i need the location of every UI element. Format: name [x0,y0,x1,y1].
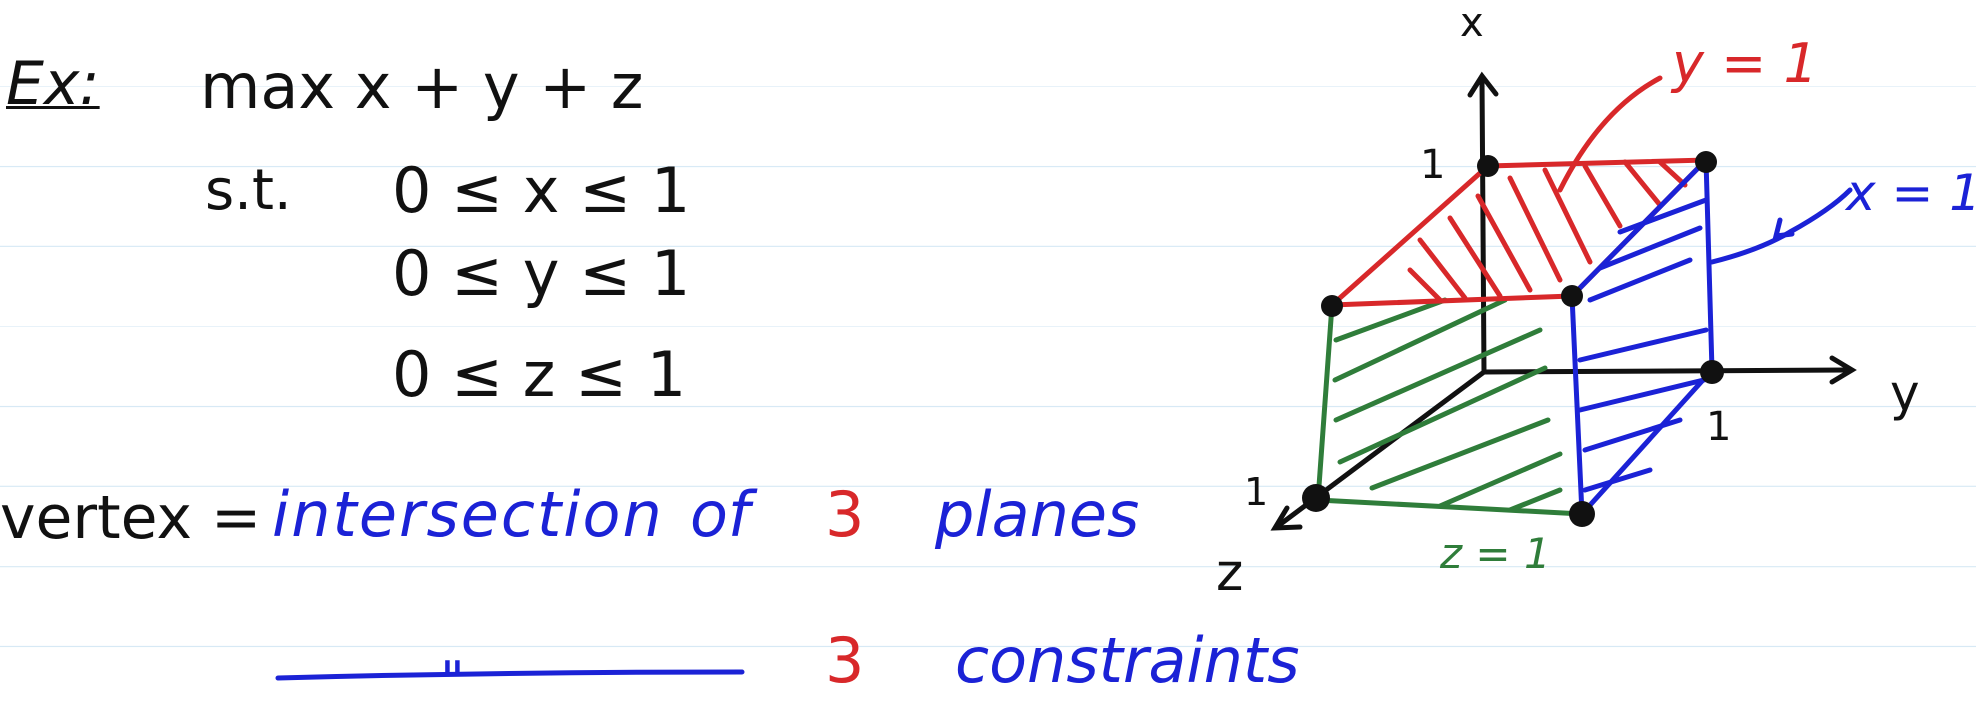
vertex-dot [1477,155,1499,177]
vertex-term: vertex = [0,483,262,553]
x-tick-label: 1 [1420,142,1445,188]
y-tick-label: 1 [1706,404,1731,450]
objective-function: max x + y + z [200,50,644,123]
plane-x-label: x = 1 [1844,164,1976,222]
vertex-dot [1302,484,1330,512]
plane-z-label: z = 1 [1439,529,1551,578]
constraint-count: 3 [825,624,865,697]
vertex-dot [1569,501,1595,527]
constraint-y: 0 ≤ y ≤ 1 [392,237,691,310]
example-label: Ex: [6,49,100,119]
x-axis-line [1479,77,1487,375]
z-axis-arrowhead [1270,505,1303,531]
z-axis-label: z [1216,543,1243,603]
x-axis-arrowhead [1467,71,1499,98]
subject-to-label: s.t. [205,158,292,223]
ditto-line: " [275,650,745,710]
vertex-dot [1700,360,1724,384]
vertex-dot [1321,295,1343,317]
y-axis-line [1481,367,1851,375]
planes-word: planes [935,478,1140,551]
constraint-z: 0 ≤ z ≤ 1 [392,338,687,411]
plane-y-face [1325,75,1713,308]
y-axis-arrowhead [1829,355,1857,385]
of-word: of [690,478,750,551]
y-axis-label: y [1890,364,1920,422]
vertex-dot [1695,151,1717,173]
plane-z-face [1315,297,1585,517]
constraints-word: constraints [955,624,1300,697]
ditto-mark: " [440,650,465,710]
constraint-x: 0 ≤ x ≤ 1 [392,154,691,227]
plane-count: 3 [825,478,865,551]
z-tick-label: 1 [1244,470,1268,514]
vertex-dot [1561,285,1583,307]
intersection-phrase: intersection [272,478,664,551]
x-axis-label: x [1460,0,1484,46]
plane-y-label: y = 1 [1670,32,1818,95]
cube-vertices [1302,151,1724,527]
plane-x-face [1569,154,1853,521]
